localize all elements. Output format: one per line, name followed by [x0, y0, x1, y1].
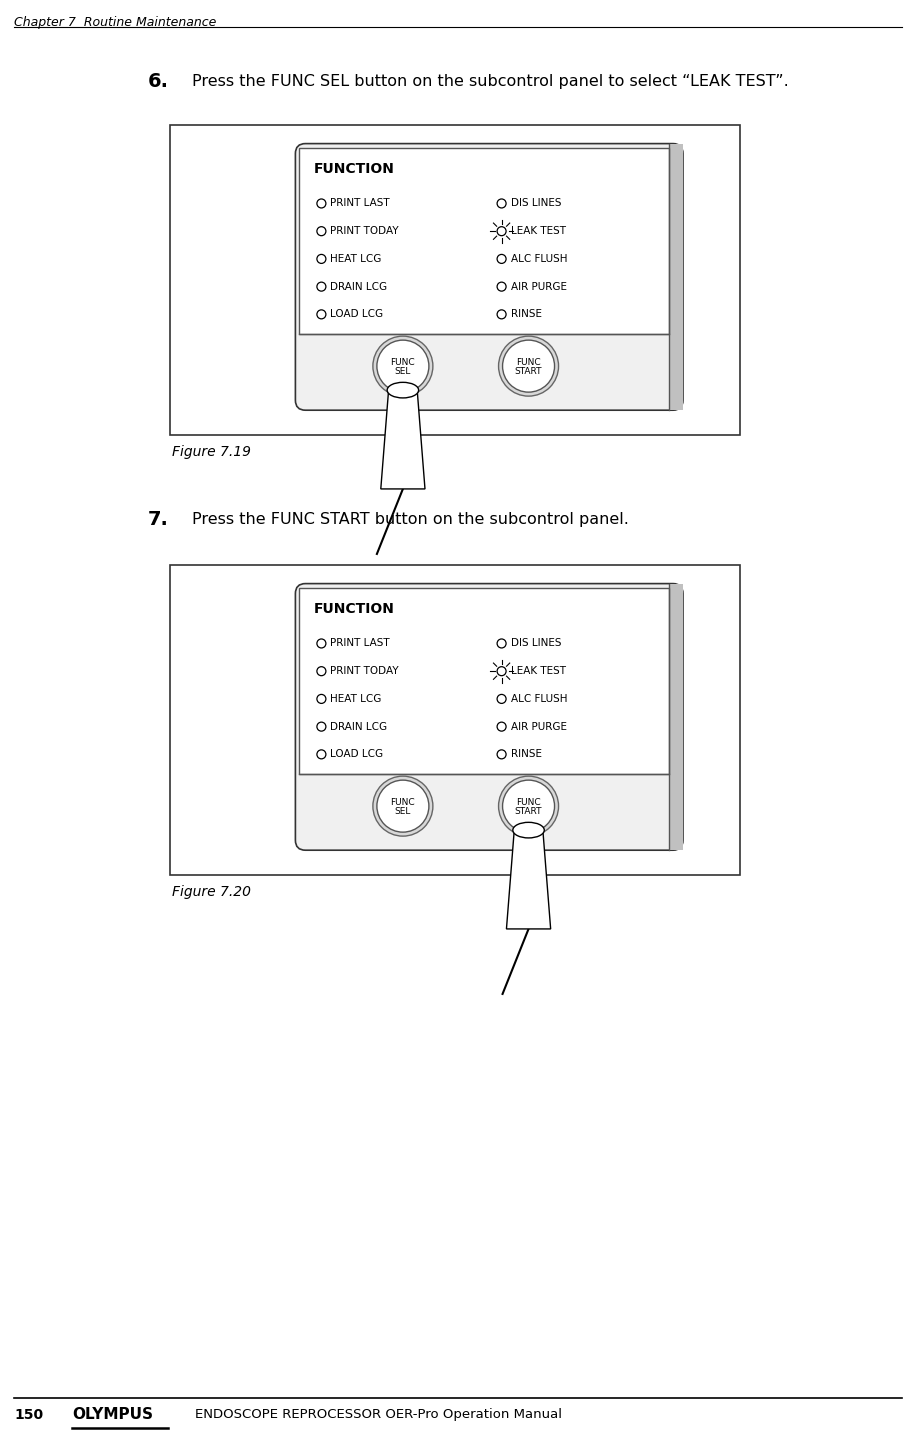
Text: LOAD LCG: LOAD LCG	[331, 750, 384, 760]
Polygon shape	[381, 390, 425, 489]
Text: RINSE: RINSE	[510, 310, 541, 320]
Circle shape	[376, 780, 429, 832]
Ellipse shape	[513, 822, 544, 837]
Text: OLYMPUS: OLYMPUS	[72, 1407, 153, 1423]
Circle shape	[497, 723, 507, 731]
Circle shape	[497, 227, 507, 235]
Circle shape	[317, 667, 326, 675]
Circle shape	[317, 254, 326, 264]
Text: ENDOSCOPE REPROCESSOR OER-Pro Operation Manual: ENDOSCOPE REPROCESSOR OER-Pro Operation …	[195, 1408, 562, 1421]
Circle shape	[317, 694, 326, 704]
Text: FUNC: FUNC	[517, 797, 540, 807]
Text: HEAT LCG: HEAT LCG	[331, 254, 382, 264]
Text: AIR PURGE: AIR PURGE	[510, 281, 567, 291]
Text: PRINT TODAY: PRINT TODAY	[331, 227, 399, 237]
Circle shape	[373, 776, 433, 836]
Circle shape	[317, 310, 326, 318]
Text: DRAIN LCG: DRAIN LCG	[331, 281, 387, 291]
Text: FUNCTION: FUNCTION	[313, 602, 394, 615]
FancyBboxPatch shape	[669, 584, 683, 850]
FancyBboxPatch shape	[170, 565, 740, 875]
Circle shape	[497, 310, 507, 318]
FancyBboxPatch shape	[170, 125, 740, 435]
Text: Figure 7.19: Figure 7.19	[172, 445, 251, 459]
Text: SEL: SEL	[395, 367, 411, 376]
Text: FUNCTION: FUNCTION	[313, 162, 394, 175]
Text: LEAK TEST: LEAK TEST	[510, 227, 565, 237]
Text: PRINT LAST: PRINT LAST	[331, 198, 390, 208]
Circle shape	[503, 340, 554, 391]
Text: Figure 7.20: Figure 7.20	[172, 885, 251, 899]
Text: ALC FLUSH: ALC FLUSH	[510, 694, 567, 704]
Text: FUNC: FUNC	[390, 797, 415, 807]
Circle shape	[373, 336, 433, 396]
FancyBboxPatch shape	[300, 588, 669, 774]
Circle shape	[497, 282, 507, 291]
Circle shape	[497, 750, 507, 759]
Text: AIR PURGE: AIR PURGE	[510, 721, 567, 731]
Polygon shape	[507, 830, 551, 929]
Text: DIS LINES: DIS LINES	[510, 638, 562, 648]
Text: PRINT TODAY: PRINT TODAY	[331, 667, 399, 677]
Circle shape	[497, 199, 507, 208]
Text: HEAT LCG: HEAT LCG	[331, 694, 382, 704]
Text: 7.: 7.	[148, 511, 169, 529]
Text: 150: 150	[14, 1408, 43, 1423]
Text: PRINT LAST: PRINT LAST	[331, 638, 390, 648]
Circle shape	[317, 640, 326, 648]
Circle shape	[317, 227, 326, 235]
Circle shape	[498, 336, 559, 396]
Text: DRAIN LCG: DRAIN LCG	[331, 721, 387, 731]
FancyBboxPatch shape	[300, 148, 669, 334]
Text: Press the FUNC SEL button on the subcontrol panel to select “LEAK TEST”.: Press the FUNC SEL button on the subcont…	[192, 75, 789, 89]
Text: Chapter 7  Routine Maintenance: Chapter 7 Routine Maintenance	[14, 16, 216, 29]
Circle shape	[498, 776, 559, 836]
Circle shape	[497, 640, 507, 648]
Text: Press the FUNC START button on the subcontrol panel.: Press the FUNC START button on the subco…	[192, 512, 629, 528]
Text: FUNC: FUNC	[390, 357, 415, 367]
Text: START: START	[515, 807, 542, 816]
Circle shape	[497, 254, 507, 264]
Text: RINSE: RINSE	[510, 750, 541, 760]
Ellipse shape	[387, 383, 419, 397]
Text: 6.: 6.	[148, 72, 169, 90]
FancyBboxPatch shape	[669, 143, 683, 410]
Text: SEL: SEL	[395, 807, 411, 816]
Text: DIS LINES: DIS LINES	[510, 198, 562, 208]
Text: FUNC: FUNC	[517, 357, 540, 367]
FancyBboxPatch shape	[295, 584, 683, 850]
Circle shape	[503, 780, 554, 832]
Text: START: START	[515, 367, 542, 376]
Text: LOAD LCG: LOAD LCG	[331, 310, 384, 320]
FancyBboxPatch shape	[295, 143, 683, 410]
Circle shape	[317, 282, 326, 291]
Text: LEAK TEST: LEAK TEST	[510, 667, 565, 677]
Circle shape	[497, 667, 507, 675]
Circle shape	[497, 694, 507, 704]
Circle shape	[317, 750, 326, 759]
Text: ALC FLUSH: ALC FLUSH	[510, 254, 567, 264]
Circle shape	[376, 340, 429, 391]
Circle shape	[317, 723, 326, 731]
Circle shape	[317, 199, 326, 208]
